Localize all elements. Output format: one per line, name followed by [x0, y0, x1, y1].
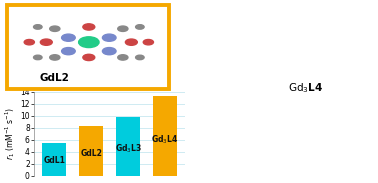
Circle shape	[24, 40, 34, 45]
Text: Gd$_3$L4: Gd$_3$L4	[151, 134, 178, 146]
Text: GdL2: GdL2	[40, 72, 70, 83]
Circle shape	[40, 39, 52, 45]
Text: GdL2: GdL2	[80, 149, 102, 158]
Y-axis label: $r_1$ (mM$^{-1}$ s$^{-1}$): $r_1$ (mM$^{-1}$ s$^{-1}$)	[3, 107, 17, 160]
Circle shape	[102, 34, 116, 41]
Text: GdL1: GdL1	[43, 156, 65, 165]
Circle shape	[118, 55, 128, 60]
Circle shape	[136, 25, 144, 29]
Circle shape	[83, 54, 95, 61]
Circle shape	[50, 26, 60, 31]
Circle shape	[118, 26, 128, 31]
Bar	[153, 96, 177, 176]
Circle shape	[136, 55, 144, 60]
Text: Gd$_3\bf{L4}$: Gd$_3\bf{L4}$	[288, 81, 323, 95]
Circle shape	[34, 25, 42, 29]
Text: Gd$_3$L3: Gd$_3$L3	[115, 143, 141, 155]
Bar	[79, 126, 103, 176]
Circle shape	[79, 37, 99, 48]
FancyBboxPatch shape	[7, 5, 169, 89]
Circle shape	[62, 34, 75, 41]
Circle shape	[125, 39, 137, 45]
Circle shape	[102, 48, 116, 55]
Circle shape	[143, 40, 153, 45]
Circle shape	[34, 55, 42, 60]
Circle shape	[83, 24, 95, 30]
Bar	[42, 143, 66, 176]
Circle shape	[50, 55, 60, 60]
Circle shape	[62, 48, 75, 55]
Bar	[116, 117, 140, 176]
